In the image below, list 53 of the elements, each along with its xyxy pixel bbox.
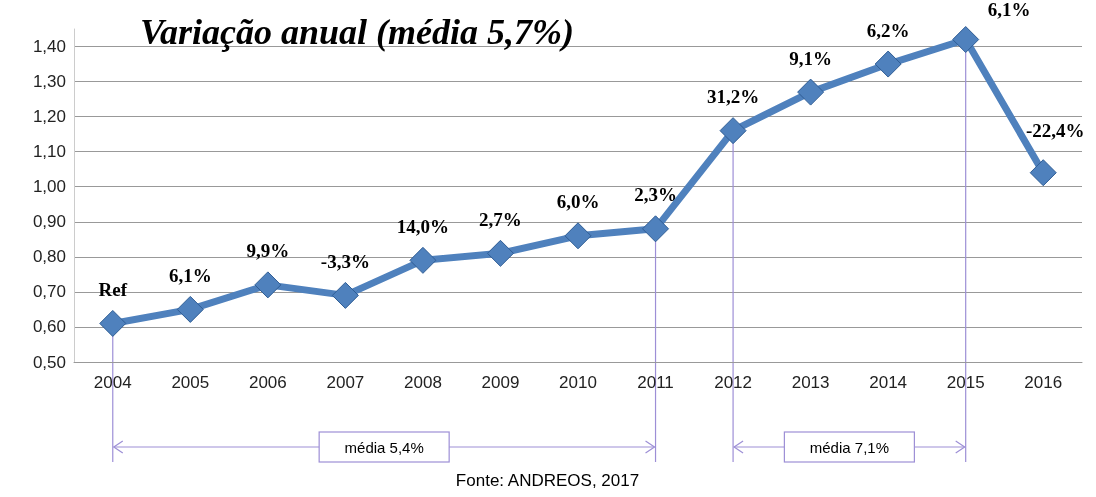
text: média 5,4% — [344, 438, 424, 456]
annotation: 6,1% — [987, 0, 1031, 21]
y-tick-label: 0,60 — [32, 317, 66, 337]
point — [564, 222, 592, 250]
annotation: Ref — [98, 278, 128, 300]
point — [254, 271, 282, 299]
annotation: 2,7% — [479, 208, 522, 230]
point — [719, 117, 747, 145]
annotation: -22,4% — [1025, 120, 1085, 142]
x-tick-label: 2004 — [93, 373, 132, 392]
y-tick-label: 1,40 — [32, 37, 66, 57]
y-tick-label: 1,20 — [32, 107, 66, 127]
x-tick-label: 2013 — [791, 373, 830, 392]
annotation: 6,0% — [556, 191, 600, 213]
x-tick-label: 2007 — [326, 373, 365, 392]
x-tick-label: 2010 — [559, 373, 597, 392]
y-tick-label: 0,70 — [32, 282, 66, 302]
annotation: 9,1% — [789, 47, 832, 69]
x-tick-label: 2008 — [404, 373, 442, 392]
chart-title: Variação anual (média 5,7%) — [140, 12, 575, 52]
y-tick-label: 1,10 — [32, 142, 66, 162]
point — [331, 281, 359, 309]
point — [797, 78, 825, 106]
x-tick-label: 2009 — [481, 373, 520, 392]
x-tick-label: 2014 — [869, 373, 908, 392]
point — [1029, 159, 1057, 187]
point — [99, 309, 127, 337]
point — [952, 26, 980, 54]
y-tick-label: 0,80 — [32, 247, 66, 267]
x-tick-label: 2012 — [714, 373, 752, 392]
point — [642, 215, 670, 243]
annotation: -3,3% — [320, 250, 370, 272]
point — [176, 295, 204, 323]
point — [409, 246, 437, 274]
source-note: Fonte: ANDREOS, 2017 — [455, 471, 640, 490]
annotation: 6,1% — [168, 264, 212, 286]
x-tick-label: 2011 — [637, 373, 674, 392]
y-tick-label: 1,00 — [32, 177, 66, 197]
y-tick-label: 0,90 — [32, 212, 66, 232]
x-tick-label: 2016 — [1024, 373, 1063, 392]
annotation: 9,9% — [246, 240, 290, 262]
annotation: 31,2% — [706, 86, 760, 108]
x-tick-label: 2006 — [248, 373, 287, 392]
annotation: 6,2% — [866, 19, 910, 41]
point — [874, 50, 902, 78]
point — [486, 239, 514, 267]
y-tick-label: 0,50 — [32, 352, 66, 372]
annotation: 2,3% — [634, 184, 677, 206]
text: média 7,1% — [809, 438, 889, 456]
annotation: 14,0% — [396, 215, 450, 237]
x-tick-label: 2005 — [171, 373, 210, 392]
y-tick-label: 1,30 — [32, 72, 66, 92]
x-tick-label: 2015 — [946, 373, 985, 392]
